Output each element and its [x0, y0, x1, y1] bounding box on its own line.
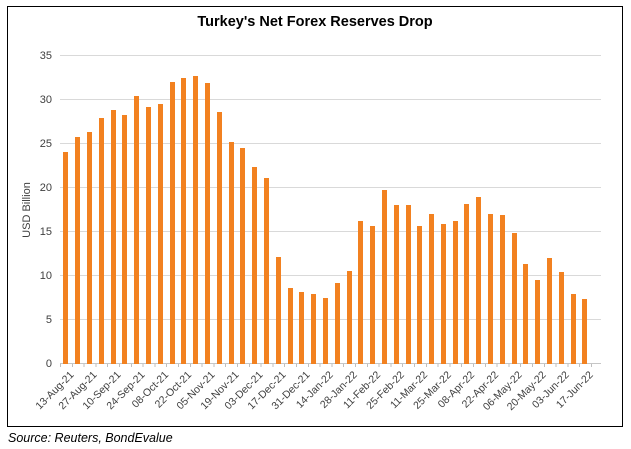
bar	[476, 196, 482, 364]
bar	[216, 112, 222, 364]
plot-area: 0 5 10 15 20 25 30 35 USD Billion 13-Aug-21 27-A…	[21, 50, 603, 413]
gridline	[60, 55, 601, 56]
y-tick-label: 5	[45, 314, 52, 326]
bar	[252, 166, 258, 364]
bar	[523, 263, 529, 364]
chart-title: Turkey's Net Forex Reserves Drop	[197, 14, 433, 30]
bar	[464, 203, 470, 364]
bar	[181, 78, 187, 364]
bar	[110, 109, 116, 364]
bar	[98, 118, 104, 364]
bar	[322, 298, 328, 364]
bar	[370, 225, 376, 364]
bar	[346, 270, 352, 364]
y-axis-title: USD Billion	[20, 56, 34, 364]
bar	[134, 96, 140, 364]
x-axis-ticks	[60, 364, 603, 367]
bar	[429, 213, 435, 364]
bar	[287, 288, 293, 364]
bar	[75, 136, 81, 364]
bar	[393, 204, 399, 364]
bar	[263, 178, 269, 364]
bar	[358, 220, 364, 364]
x-axis-line	[60, 363, 601, 364]
gridline	[60, 231, 601, 232]
bar	[499, 215, 505, 364]
gridline	[60, 319, 601, 320]
bar	[452, 220, 458, 364]
bar	[547, 257, 553, 364]
bar	[145, 107, 151, 364]
bar	[63, 151, 69, 364]
bar	[240, 147, 246, 364]
y-tick-label: 10	[39, 270, 52, 282]
y-axis-title-text: USD Billion	[21, 182, 34, 238]
bar	[381, 189, 387, 364]
y-tick-label: 15	[39, 226, 52, 238]
bar	[334, 283, 340, 364]
bar	[86, 131, 92, 364]
y-tick-label: 0	[45, 358, 52, 370]
x-axis-labels: 13-Aug-21 27-Aug-21 10-Sep-21 24-Sep-21 08-O…	[33, 364, 595, 434]
gridline	[60, 275, 601, 276]
source-note: Source: Reuters, BondEvalue	[8, 431, 173, 445]
y-tick-label: 30	[39, 94, 52, 106]
gridline	[60, 143, 601, 144]
bar	[204, 83, 210, 364]
bar	[122, 114, 128, 364]
y-tick-label: 25	[39, 138, 52, 150]
bar	[228, 142, 234, 364]
bar	[558, 272, 564, 364]
gridline	[60, 99, 601, 100]
bar	[511, 232, 517, 364]
y-tick-label: 20	[39, 182, 52, 194]
bar	[299, 291, 305, 364]
bar	[275, 256, 281, 364]
bar	[570, 294, 576, 364]
bar	[535, 280, 541, 364]
bar	[405, 204, 411, 364]
bar	[488, 213, 494, 364]
bar	[169, 81, 175, 364]
bar	[582, 298, 588, 364]
bar	[193, 76, 199, 364]
bar	[311, 294, 317, 364]
gridline	[60, 187, 601, 188]
bar	[440, 224, 446, 364]
chart-frame: Turkey's Net Forex Reserves Drop 0 5 10 15 2…	[7, 6, 623, 427]
bar	[157, 103, 163, 364]
y-tick-label: 35	[39, 50, 52, 62]
y-axis-tick-labels: 0 5 10 15 20 25 30 35	[14, 50, 52, 370]
bar	[417, 225, 423, 364]
bars	[60, 56, 591, 364]
